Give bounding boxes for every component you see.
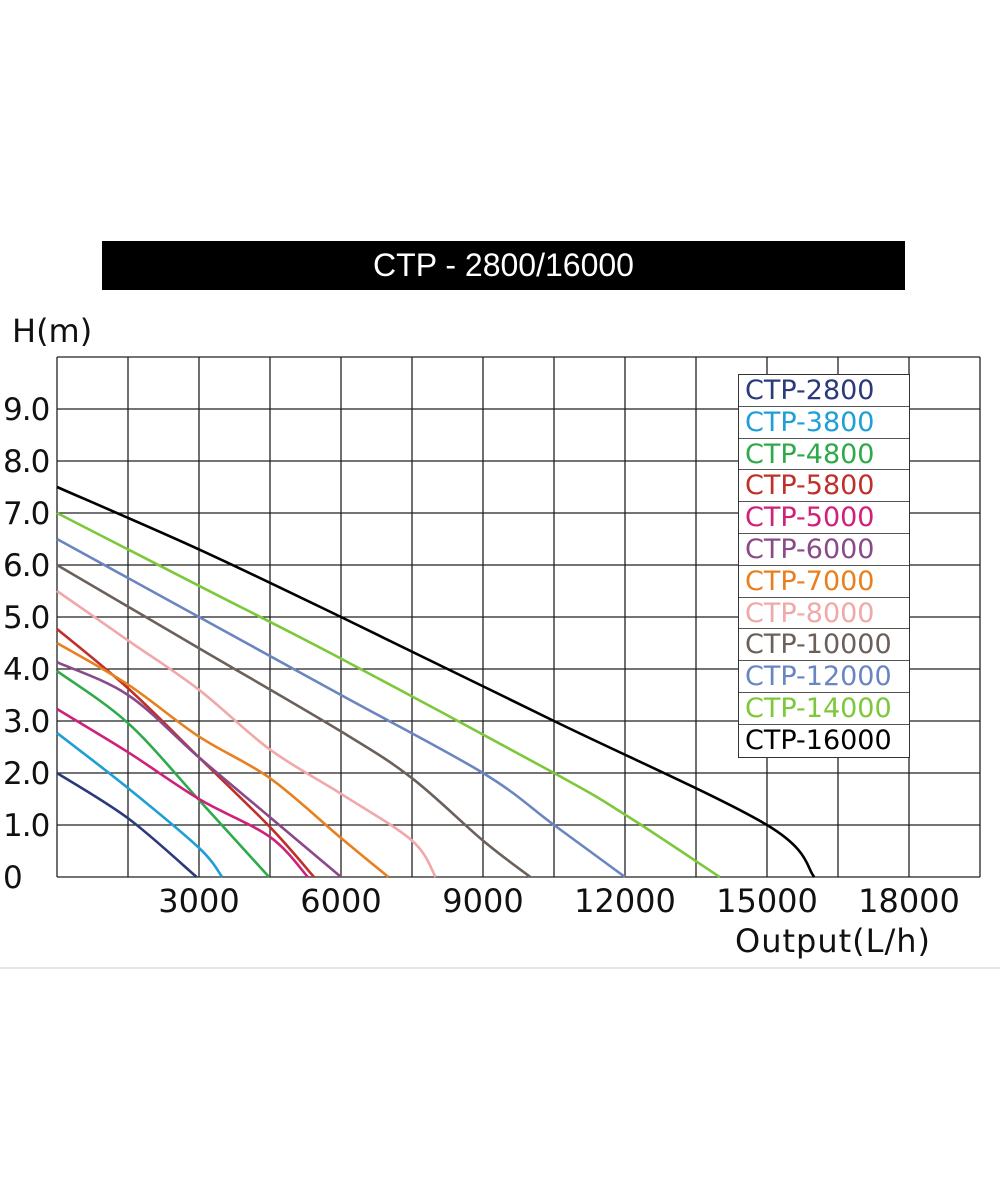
x-tick-label: 18000 — [858, 882, 960, 920]
pump-curve-chart: 3000 6000 9000 12000 15000 18000 0 1.0 2.0 3.0 4.0… — [3, 356, 981, 920]
legend: CTP-2800 CTP-3800 CTP-4800 CTP-5800 CTP-5000… — [738, 374, 910, 758]
series-line-ctp-8000 — [56, 589, 437, 878]
legend-item-ctp-12000: CTP-12000 — [739, 661, 909, 693]
legend-item-ctp-2800: CTP-2800 — [739, 375, 909, 407]
series-line-ctp-10000 — [56, 563, 532, 879]
legend-item-ctp-10000: CTP-10000 — [739, 629, 909, 662]
x-tick-label: 12000 — [574, 882, 676, 920]
y-tick-label: 1.0 — [3, 808, 49, 844]
series-line-ctp-7000 — [56, 641, 390, 879]
x-tick-label: 15000 — [716, 882, 818, 920]
x-tick-label: 9000 — [442, 882, 523, 920]
x-tick-label: 6000 — [300, 882, 381, 920]
series-line-ctp-14000 — [56, 511, 721, 879]
x-axis-label: Output(L/h) — [735, 922, 932, 960]
legend-item-ctp-6000: CTP-6000 — [739, 534, 909, 566]
legend-item-ctp-4800: CTP-4800 — [739, 439, 909, 471]
chart-title: CTP - 2800/16000 — [102, 241, 905, 290]
y-tick-label: 4.0 — [3, 652, 49, 688]
series-line-ctp-3800 — [56, 731, 224, 878]
legend-item-ctp-7000: CTP-7000 — [739, 566, 909, 598]
y-tick-label: 6.0 — [3, 548, 49, 584]
y-tick-label: 8.0 — [3, 444, 49, 480]
legend-item-ctp-16000: CTP-16000 — [745, 724, 892, 756]
y-tick-label: 5.0 — [3, 600, 49, 636]
y-tick-label: 7.0 — [3, 496, 49, 532]
y-tick-label: 3.0 — [3, 704, 49, 740]
series-line-ctp-2800 — [56, 771, 198, 878]
legend-item-ctp-14000: CTP-14000 — [739, 693, 909, 725]
x-tick-label: 3000 — [158, 882, 239, 920]
series-line-ctp-16000 — [56, 485, 816, 878]
legend-item-ctp-5000: CTP-5000 — [739, 502, 909, 534]
series-line-ctp-5000 — [56, 707, 309, 878]
series-line-ctp-12000 — [56, 537, 626, 879]
series-line-ctp-6000 — [56, 661, 342, 878]
series-line-ctp-4800 — [56, 670, 271, 878]
y-axis-label: H(m) — [12, 312, 93, 350]
legend-item-ctp-5800: CTP-5800 — [739, 470, 909, 503]
legend-item-ctp-8000: CTP-8000 — [739, 598, 909, 630]
divider — [0, 967, 1000, 969]
y-tick-label: 9.0 — [3, 392, 49, 428]
y-tick-label: 2.0 — [3, 756, 49, 792]
legend-item-ctp-3800: CTP-3800 — [739, 407, 909, 439]
y-tick-label: 0 — [3, 860, 22, 896]
